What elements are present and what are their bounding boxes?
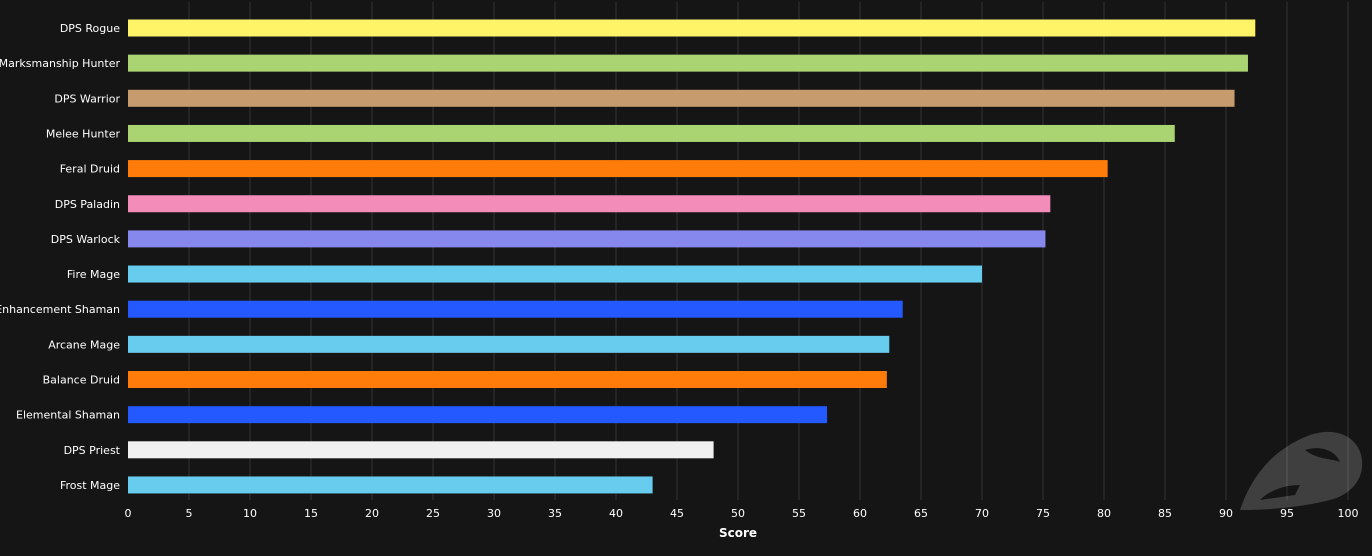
category-label: Marksmanship Hunter	[0, 57, 120, 70]
x-tick-label: 40	[609, 507, 623, 520]
bar-marksmanship-hunter[interactable]	[128, 54, 1248, 72]
x-tick-label: 5	[186, 507, 193, 520]
x-tick-label: 15	[304, 507, 318, 520]
category-labels: DPS Rogue Marksmanship Hunter DPS Warrior M…	[0, 22, 121, 492]
x-tick-label: 80	[1097, 507, 1111, 520]
x-tick-label: 10	[243, 507, 257, 520]
bar-frost-mage[interactable]	[128, 476, 653, 494]
bar-fire-mage[interactable]	[128, 265, 982, 283]
category-label: Elemental Shaman	[16, 409, 120, 422]
x-tick-label: 0	[125, 507, 132, 520]
category-label: DPS Priest	[64, 444, 121, 457]
x-axis-title: Score	[719, 526, 757, 540]
x-tick-label: 20	[365, 507, 379, 520]
bar-dps-warlock[interactable]	[128, 230, 1046, 248]
bar-dps-warrior[interactable]	[128, 89, 1235, 107]
x-tick-label: 95	[1280, 507, 1294, 520]
x-tick-label: 70	[975, 507, 989, 520]
x-tick-label: 45	[670, 507, 684, 520]
x-tick-label: 30	[487, 507, 501, 520]
bar-melee-hunter[interactable]	[128, 124, 1175, 142]
x-tick-label: 35	[548, 507, 562, 520]
category-label: Enhancement Shaman	[0, 303, 120, 316]
category-label: DPS Warrior	[54, 92, 120, 105]
x-tick-label: 55	[792, 507, 806, 520]
category-label: Balance Druid	[43, 374, 120, 387]
x-tick-label: 65	[914, 507, 928, 520]
category-label: DPS Rogue	[60, 22, 120, 35]
category-label: DPS Paladin	[55, 198, 120, 211]
category-label: Frost Mage	[60, 479, 120, 492]
bar-dps-rogue[interactable]	[128, 19, 1256, 37]
x-tick-label: 25	[426, 507, 440, 520]
category-label: Melee Hunter	[46, 127, 121, 140]
category-label: Arcane Mage	[48, 338, 120, 351]
bar-dps-paladin[interactable]	[128, 195, 1051, 213]
x-tick-label: 100	[1338, 507, 1359, 520]
category-label: Feral Druid	[60, 163, 120, 176]
gridlines	[188, 2, 1349, 500]
bar-feral-druid[interactable]	[128, 160, 1108, 178]
x-tick-label: 50	[731, 507, 745, 520]
bars	[128, 19, 1256, 494]
category-label: DPS Warlock	[51, 233, 121, 246]
bar-elemental-shaman[interactable]	[128, 406, 828, 424]
bar-dps-priest[interactable]	[128, 441, 714, 459]
x-tick-label: 90	[1219, 507, 1233, 520]
bar-enhancement-shaman[interactable]	[128, 300, 903, 318]
x-tick-labels: 0 5 10 15 20 25 30 35 40 45 50 55 60 65 70 75 80 85 90 95 10…	[125, 507, 1359, 520]
x-tick-label: 60	[853, 507, 867, 520]
category-label: Fire Mage	[67, 268, 120, 281]
watermark-logo-icon	[1240, 431, 1363, 510]
bar-balance-druid[interactable]	[128, 371, 887, 388]
bar-arcane-mage[interactable]	[128, 335, 890, 353]
x-tick-label: 85	[1158, 507, 1172, 520]
x-tick-label: 75	[1036, 507, 1050, 520]
